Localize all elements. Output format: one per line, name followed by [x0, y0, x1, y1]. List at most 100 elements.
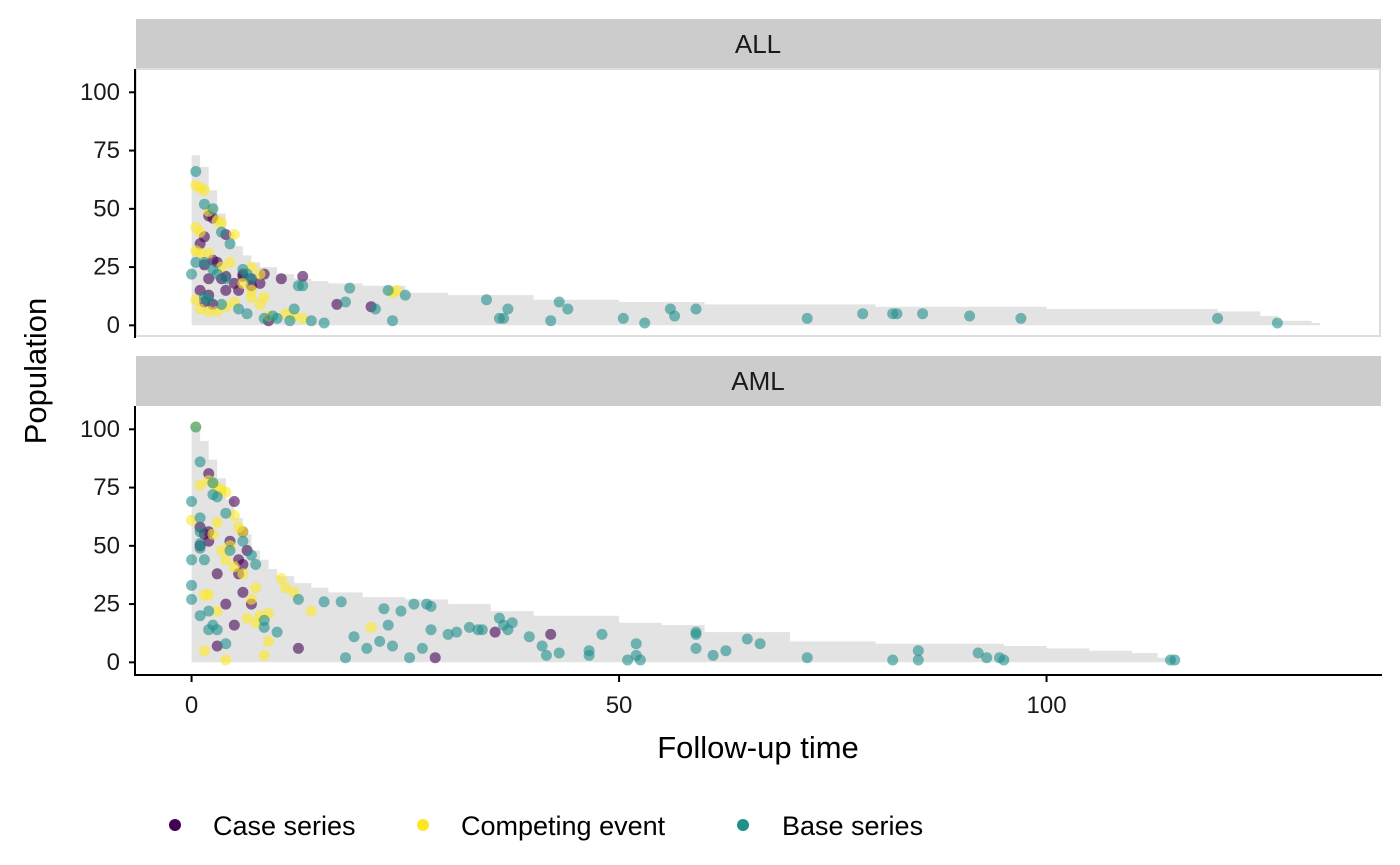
point-aml-base-38	[395, 605, 407, 617]
y-tick-label-all-50: 50	[93, 195, 120, 222]
point-all-base-28	[340, 296, 351, 308]
point-all-base-31	[382, 284, 394, 296]
y-tick-label-aml-0: 0	[107, 649, 120, 676]
point-all-competing-7	[194, 226, 206, 238]
point-aml-base-29	[318, 596, 330, 608]
legend-label-competing-event: Competing event	[461, 811, 666, 841]
point-aml-competing-19	[275, 573, 287, 584]
point-aml-competing-16	[228, 561, 240, 573]
point-all-base-41	[617, 312, 629, 324]
legend-label-case-series: Case series	[213, 811, 356, 841]
point-all-base-1	[198, 198, 210, 210]
point-all-base-33	[399, 289, 411, 301]
point-all-base-30	[369, 303, 381, 315]
point-aml-base-64	[634, 654, 646, 666]
point-aml-base-28	[292, 593, 304, 605]
point-all-competing-8	[228, 229, 240, 240]
point-aml-base-24	[220, 638, 232, 650]
panel-aml-population-area	[191, 427, 1175, 663]
point-aml-base-27	[271, 626, 283, 638]
legend-key-case-series	[169, 819, 181, 831]
point-aml-base-23	[211, 624, 223, 636]
point-aml-competing-31	[220, 654, 232, 666]
legend-label-base-series: Base series	[782, 811, 923, 841]
point-aml-competing-6	[220, 486, 232, 498]
point-aml-case-13	[211, 568, 223, 580]
x-tick-label-50: 50	[606, 692, 633, 719]
point-all-base-36	[498, 312, 510, 324]
point-aml-base-76	[972, 647, 984, 659]
point-all-base-7	[198, 256, 210, 268]
point-aml-base-67	[690, 626, 702, 638]
point-aml-competing-35	[365, 621, 377, 633]
point-all-base-19	[258, 312, 270, 324]
point-all-competing-5	[216, 217, 227, 229]
y-tick-label-aml-100: 100	[80, 416, 120, 443]
point-aml-base-40	[408, 598, 420, 610]
panel-all-points	[186, 166, 1283, 329]
point-aml-base-81	[1169, 654, 1181, 666]
point-aml-base-12	[245, 549, 257, 561]
point-aml-competing-17	[237, 568, 249, 580]
point-aml-case-16	[237, 586, 249, 598]
point-aml-base-46	[451, 626, 463, 638]
point-aml-base-34	[374, 635, 386, 647]
legend-key-base-series	[737, 819, 749, 831]
point-all-competing-15	[254, 268, 266, 280]
point-all-case-15	[254, 277, 266, 289]
point-aml-competing-20	[280, 582, 292, 594]
point-aml-base-43	[425, 600, 437, 612]
point-all-base-42	[639, 317, 651, 329]
panel-all-y-ticks: 0 25 50 75 100	[80, 79, 135, 339]
point-aml-base-30	[335, 596, 347, 608]
y-tick-label-all-75: 75	[93, 137, 120, 164]
point-aml-base-6	[194, 512, 206, 524]
point-all-competing-11	[203, 247, 215, 259]
point-aml-case-21	[489, 626, 501, 638]
point-all-base-2	[207, 203, 219, 215]
point-aml-competing-30	[198, 645, 210, 657]
point-aml-case-14	[220, 598, 232, 610]
point-aml-base-57	[553, 647, 565, 659]
y-axis-title: Population	[18, 298, 53, 445]
point-aml-competing-1	[194, 479, 206, 491]
x-axis-title: Follow-up time	[657, 730, 859, 765]
point-aml-base-22	[203, 624, 215, 636]
point-aml-base-33	[361, 642, 373, 654]
panel-aml: AML 0 25 50 75 100 0 50 100	[80, 356, 1382, 719]
point-all-competing-13	[224, 256, 236, 268]
point-aml-competing-34	[305, 605, 317, 617]
point-aml-base-74	[912, 654, 924, 666]
point-all-base-0	[190, 166, 202, 177]
point-aml-base-59	[583, 649, 595, 661]
point-all-base-4	[224, 238, 236, 250]
point-aml-base-69	[720, 645, 732, 657]
point-all-base-22	[284, 315, 296, 327]
point-all-case-26	[331, 298, 343, 310]
point-aml-competing-26	[258, 649, 270, 661]
point-all-base-46	[801, 312, 813, 324]
point-all-base-25	[297, 280, 309, 292]
point-all-base-13	[245, 273, 257, 285]
point-aml-base-2	[207, 477, 219, 489]
x-tick-label-0: 0	[185, 692, 198, 719]
point-aml-base-79	[998, 654, 1010, 666]
y-tick-label-all-100: 100	[80, 79, 120, 106]
point-aml-base-77	[981, 652, 993, 664]
point-all-case-9	[203, 273, 215, 285]
panel-aml-strip-label: AML	[731, 366, 784, 396]
point-aml-base-49	[476, 624, 488, 636]
point-aml-case-6	[237, 559, 249, 570]
point-all-base-17	[233, 303, 245, 315]
point-all-competing-2	[198, 184, 210, 196]
panel-aml-points	[186, 421, 1181, 666]
y-tick-label-aml-75: 75	[93, 474, 120, 501]
point-aml-base-19	[203, 605, 215, 617]
point-aml-competing-25	[263, 635, 274, 647]
point-aml-base-1	[194, 456, 206, 468]
point-aml-base-61	[622, 654, 634, 666]
point-all-base-6	[190, 256, 202, 268]
point-aml-base-45	[442, 628, 454, 640]
point-all-base-34	[481, 294, 492, 306]
